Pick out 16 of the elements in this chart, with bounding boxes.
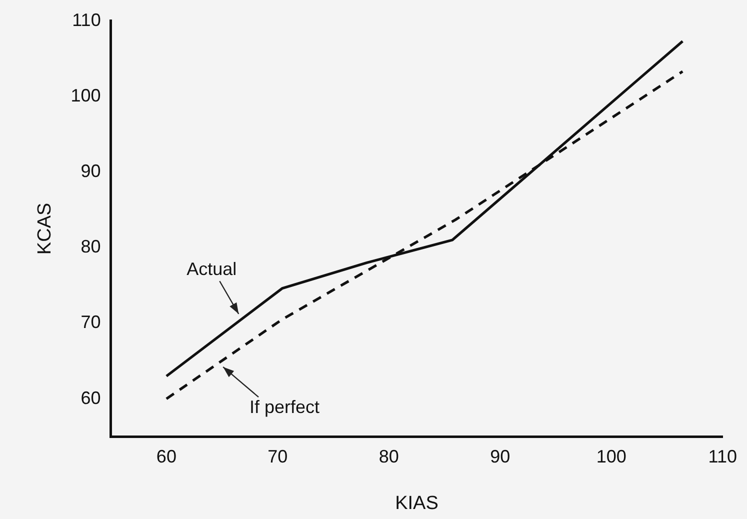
x-tick-label: 90 [490, 446, 510, 466]
text: If perfect [249, 397, 320, 418]
y-tick-label: 60 [80, 388, 101, 408]
y-tick-label: 110 [72, 10, 101, 30]
x-tick-label: 60 [156, 446, 176, 466]
x-axis-title: KIAS [395, 492, 438, 514]
x-tick-label: 70 [268, 446, 288, 466]
x-tick-label: 80 [378, 446, 399, 466]
series-label: Actual [186, 259, 237, 280]
y-tick-label: 90 [80, 160, 101, 181]
y-tick-label: 80 [80, 236, 101, 257]
x-tick-label: 110 [708, 446, 738, 466]
y-tick-label: 70 [80, 312, 101, 332]
y-tick-label: 100 [70, 85, 101, 106]
x-tick-label: 100 [596, 446, 626, 466]
y-axis-title: KCAS [34, 202, 56, 255]
